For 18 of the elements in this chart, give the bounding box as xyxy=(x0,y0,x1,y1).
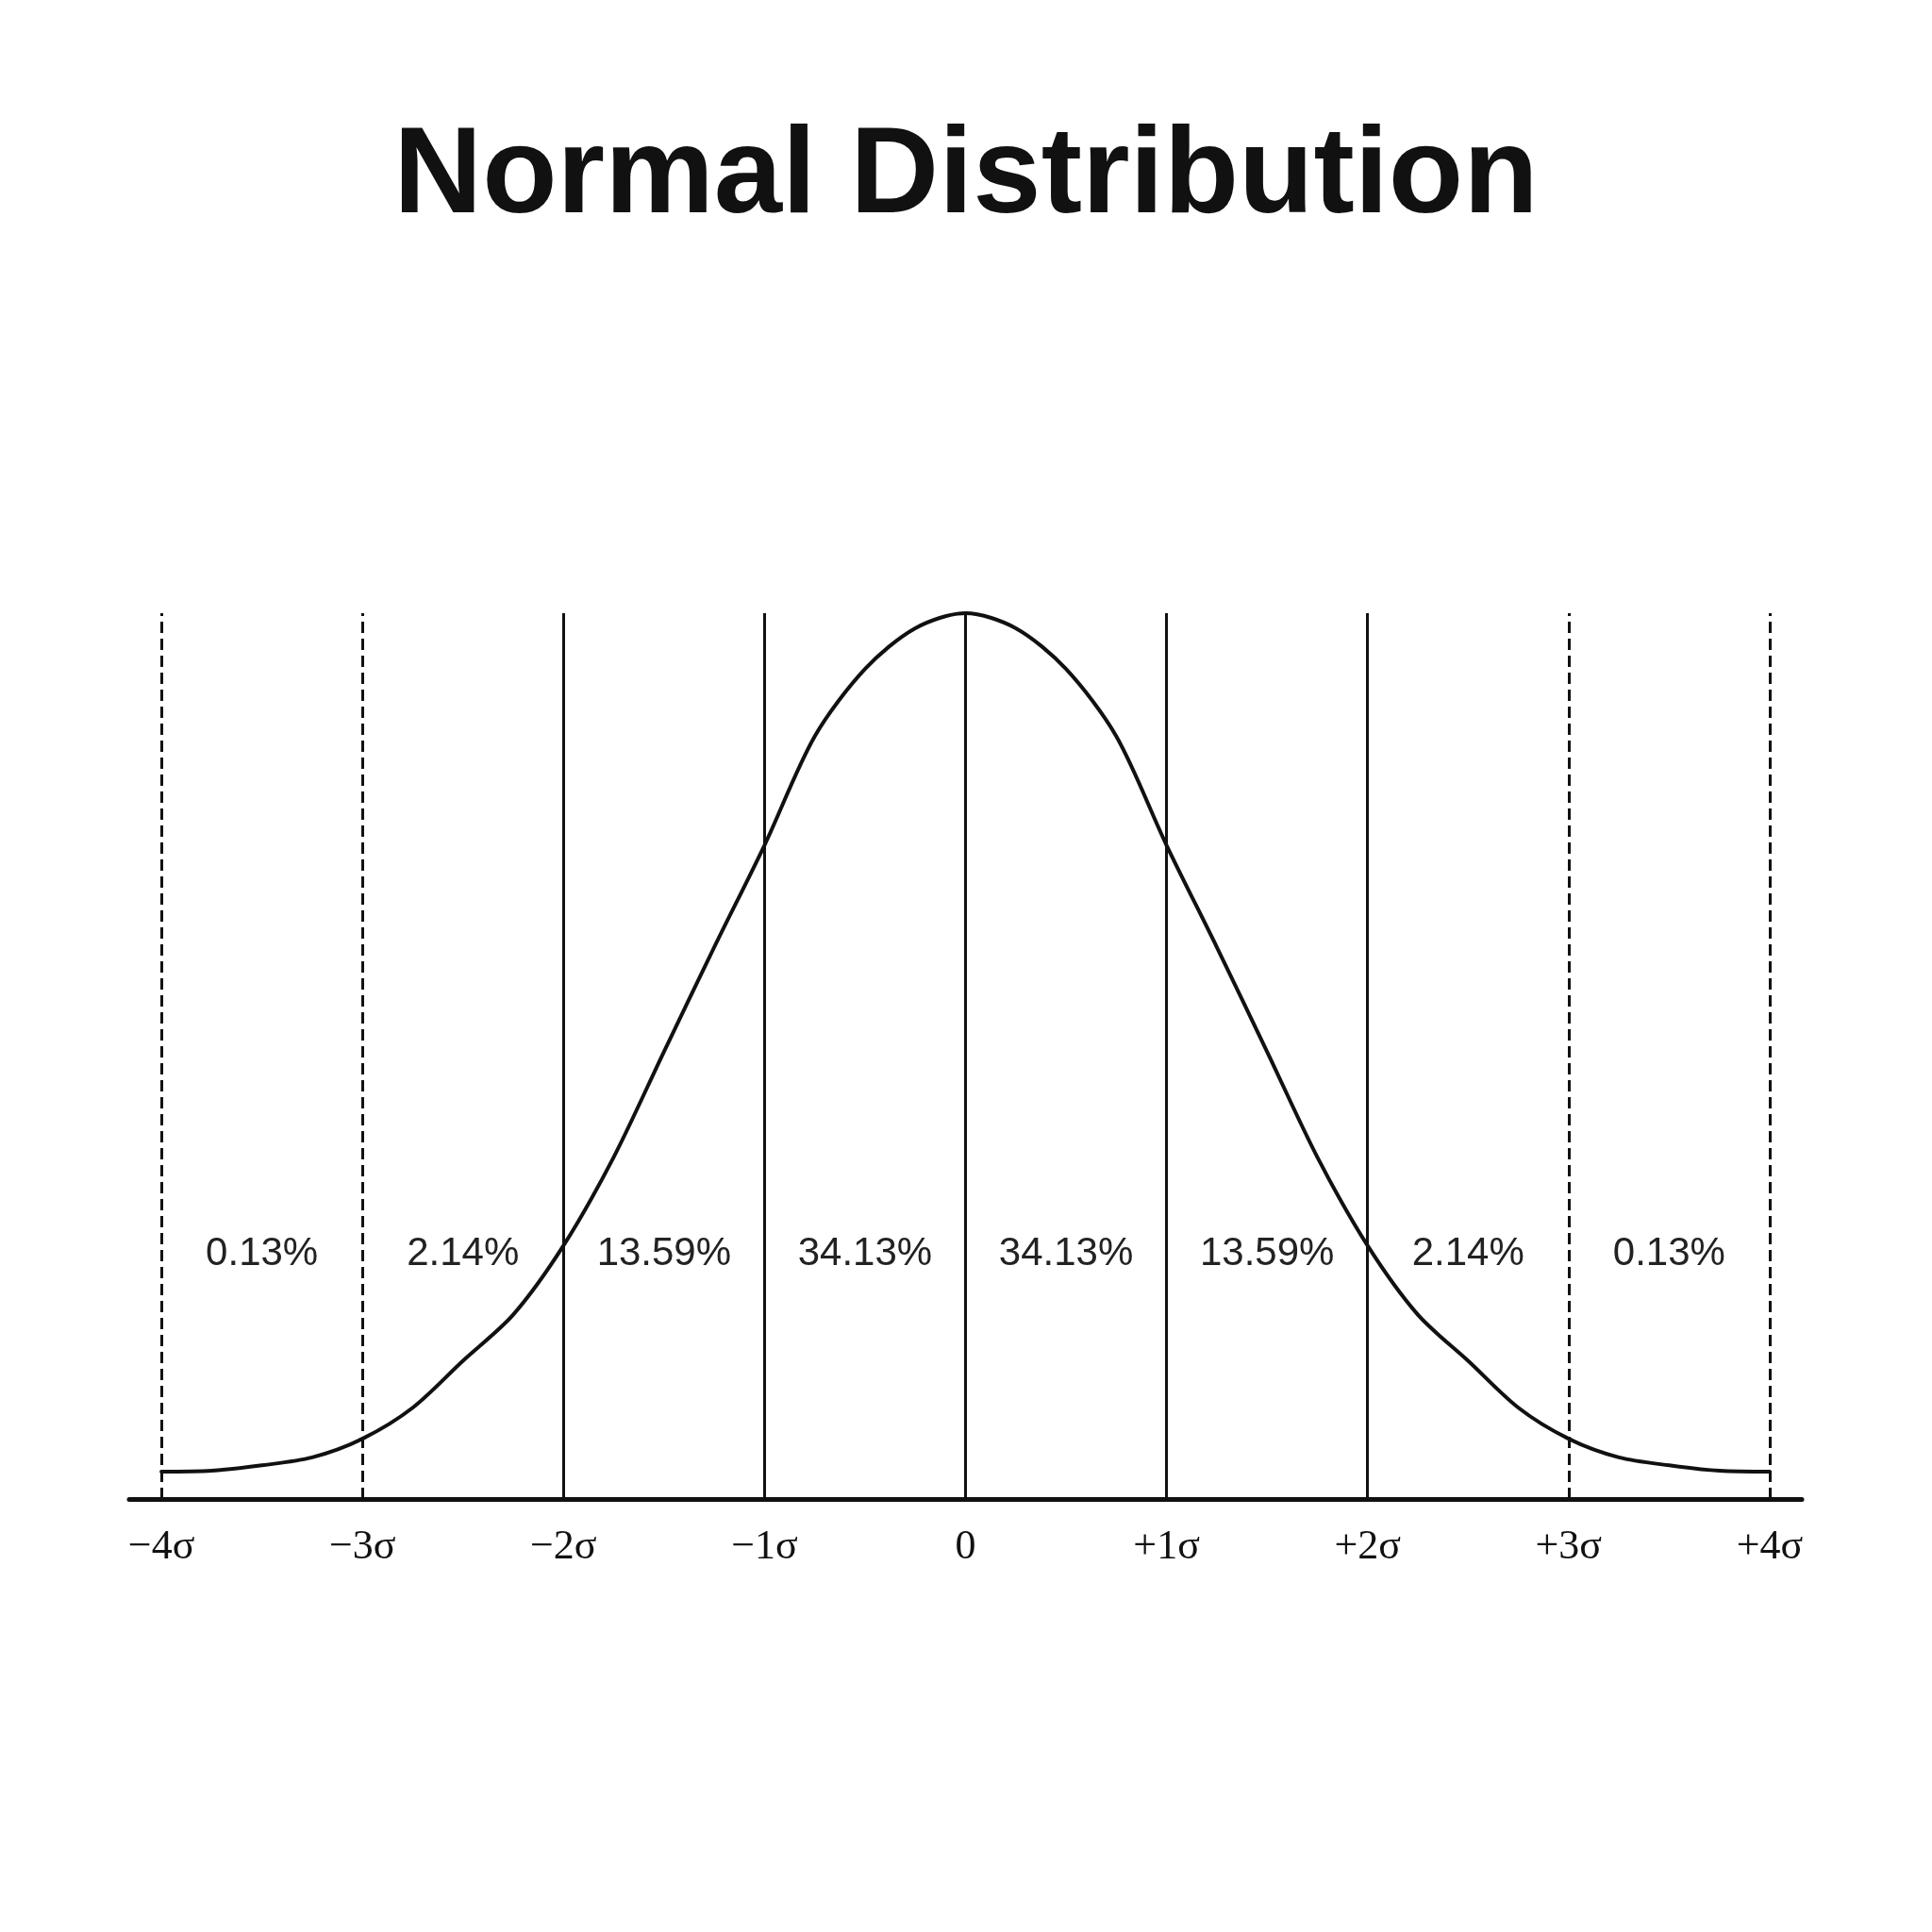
x-tick-label: −4σ xyxy=(127,1521,195,1568)
x-tick-label: +2σ xyxy=(1334,1521,1402,1568)
annotation: 13.59% xyxy=(1199,1228,1335,1274)
x-tick-label: +3σ xyxy=(1535,1521,1603,1568)
x-tick-label: −2σ xyxy=(530,1521,597,1568)
x-tick-label: +1σ xyxy=(1133,1521,1201,1568)
annotation: 13.59% xyxy=(596,1228,732,1274)
x-tick-label: 0 xyxy=(955,1521,976,1568)
annotation: 2.14% xyxy=(1411,1228,1524,1274)
x-tick-label: −3σ xyxy=(328,1521,396,1568)
annotation: 34.13% xyxy=(998,1228,1134,1274)
annotation: 0.13% xyxy=(1612,1228,1725,1274)
chart-title: Normal Distribution xyxy=(393,101,1539,239)
annotation: 2.14% xyxy=(407,1228,520,1274)
x-tick-label: −1σ xyxy=(731,1521,798,1568)
annotation: 0.13% xyxy=(206,1228,319,1274)
annotation: 34.13% xyxy=(797,1228,933,1274)
x-tick-label: +4σ xyxy=(1736,1521,1804,1568)
